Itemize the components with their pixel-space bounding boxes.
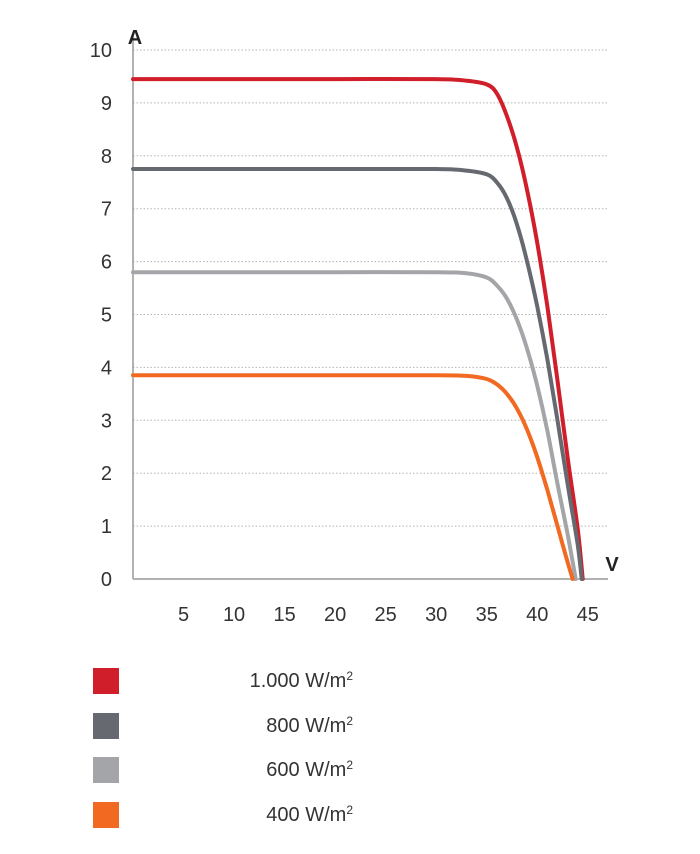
legend-swatch [93,668,119,694]
y-tick-label: 4 [101,357,112,379]
legend-swatch [93,757,119,783]
x-tick-label: 40 [526,604,548,626]
y-tick-label: 6 [101,252,112,274]
y-axis-label: A [128,27,142,49]
legend-label: 600 W/m2 [266,757,353,783]
series-line [131,166,584,581]
legend: 1.000 W/m2 800 W/m2 600 W/m2 400 W/m2 [93,668,353,846]
legend-label: 400 W/m2 [266,802,353,828]
x-tick-label: 45 [577,604,599,626]
legend-item: 400 W/m2 [93,801,353,847]
legend-label: 1.000 W/m2 [250,668,353,694]
x-tick-label: 20 [324,604,346,626]
x-axis-label: V [605,554,619,576]
axes [132,36,608,580]
x-tick-label: 15 [273,604,295,626]
legend-label-text: 400 W/m [266,803,347,826]
legend-item: 800 W/m2 [93,712,353,758]
y-tick-label: 5 [101,305,112,327]
y-tick-label: 3 [101,410,112,432]
y-tick-labels: 0 1 2 3 4 5 6 7 8 9 10 [90,40,112,591]
x-tick-labels: 5 10 15 20 25 30 35 40 45 [178,604,599,626]
x-tick-label: 5 [178,604,189,626]
y-tick-label: 8 [101,146,112,168]
series-line [131,76,585,581]
y-tick-label: 0 [101,569,112,591]
legend-swatch [93,712,119,739]
x-tick-label: 25 [375,604,397,626]
legend-label-exponent: 2 [346,758,353,772]
legend-label-text: 800 W/m [266,714,347,737]
legend-swatch [93,801,119,828]
x-tick-label: 30 [425,604,447,626]
legend-label-text: 1.000 W/m [249,670,347,692]
series-line [131,270,578,581]
legend-label-exponent: 2 [346,669,353,683]
y-tick-label: 10 [90,40,112,62]
legend-label-text: 600 W/m [266,759,347,781]
y-tick-label: 1 [101,516,112,538]
x-tick-label: 35 [476,604,498,626]
legend-label-exponent: 2 [346,713,353,728]
y-tick-label: 9 [101,93,112,115]
legend-label-exponent: 2 [346,802,353,817]
series-line [131,373,575,581]
x-tick-label: 10 [223,604,245,626]
legend-item: 1.000 W/m2 [93,668,353,713]
legend-item: 600 W/m2 [93,757,353,802]
y-tick-label: 7 [101,199,112,221]
legend-label: 800 W/m2 [266,713,353,739]
curves [131,76,585,581]
y-tick-label: 2 [101,463,112,485]
